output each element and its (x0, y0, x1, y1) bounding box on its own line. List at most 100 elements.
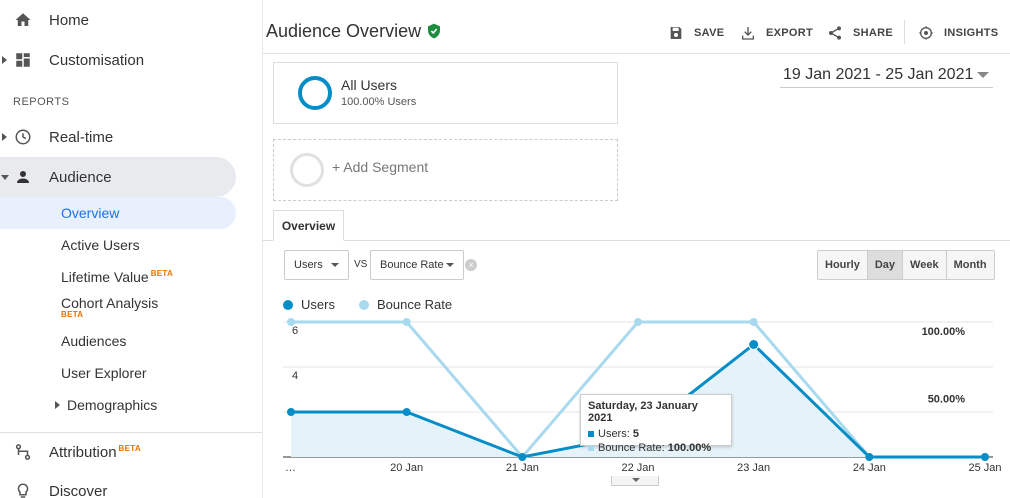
page-title: Audience Overview (266, 21, 422, 41)
legend-label: Bounce Rate (376, 297, 453, 312)
sidebar-subitem-active-users[interactable]: Active Users (61, 237, 140, 253)
tooltip-swatch-users (588, 431, 594, 437)
sidebar: Home Customisation REPORTS Real-time Aud… (0, 0, 262, 498)
save-icon (670, 27, 682, 39)
segment-all-users[interactable]: All Users 100.00% Users (273, 62, 618, 124)
sidebar-divider (0, 432, 262, 433)
users-point (981, 453, 989, 461)
download-icon (742, 27, 754, 40)
legend-dot-users (283, 299, 293, 310)
users-point (402, 408, 411, 416)
share-label: SHARE (853, 27, 894, 39)
date-range-value: 19 Jan 2021 - 25 Jan 2021 (783, 66, 974, 83)
legend-item-users[interactable]: Users (283, 297, 335, 312)
share-button[interactable]: SHARE (827, 25, 893, 41)
sidebar-subitem-user-explorer[interactable]: User Explorer (61, 365, 147, 381)
tooltip-bounce-value: 100.00% (667, 442, 712, 454)
sidebar-item-label-text: Attribution (49, 443, 117, 461)
granularity-hourly-button[interactable]: Hourly (818, 251, 868, 279)
sidebar-subitem-label: Lifetime Value (61, 269, 149, 285)
verified-shield-icon (428, 23, 440, 39)
sidebar-subitem-cohort-analysis[interactable]: Cohort Analysis (61, 295, 159, 311)
home-icon (15, 13, 31, 26)
granularity-week-button[interactable]: Week (903, 251, 947, 279)
tab-overview[interactable]: Overview (273, 210, 344, 241)
toolbar-divider (904, 20, 905, 44)
person-icon (17, 171, 29, 183)
sidebar-subitem-demographics[interactable]: Demographics (55, 397, 158, 413)
chevron-down-icon (1, 174, 9, 180)
sidebar-item-label: Discover (49, 482, 108, 498)
bounce-rate-point (749, 318, 758, 326)
main-panel: Audience Overview SAVE EXPORT SHARE INSI… (262, 0, 1010, 498)
tooltip-swatch-bounce-rate (588, 445, 594, 451)
tooltip-row-users: Users: 5 (588, 427, 724, 441)
insights-label: INSIGHTS (944, 27, 999, 39)
metric-select-value: Users (294, 259, 323, 271)
reports-section-label: REPORTS (13, 96, 70, 108)
sidebar-subitem-audiences[interactable]: Audiences (61, 333, 127, 349)
y-tick-label-left: 6 (292, 325, 298, 337)
legend-dot-bounce-rate (358, 299, 369, 310)
bounce-rate-point (634, 318, 642, 326)
attribution-icon (15, 444, 31, 460)
legend-item-bounce-rate[interactable]: Bounce Rate (358, 297, 453, 312)
sidebar-subitem-overview[interactable]: Overview (61, 205, 120, 221)
y-tick-label-left: 4 (292, 370, 298, 382)
granularity-toggle: Hourly Day Week Month (817, 250, 995, 280)
tooltip-bounce-label: Bounce Rate: (598, 442, 665, 454)
y-tick-label-right: 50.00% (928, 394, 966, 406)
tooltip-row-bounce-rate: Bounce Rate: 100.00% (588, 441, 724, 455)
clear-icon[interactable]: × (465, 259, 477, 271)
x-tick-label: 21 Jan (506, 462, 539, 474)
segment-name: All Users (341, 77, 398, 93)
sidebar-subitem-label: Demographics (67, 397, 158, 413)
legend-label: Users (301, 297, 335, 312)
granularity-month-button[interactable]: Month (946, 251, 994, 279)
share-icon (829, 26, 841, 40)
sidebar-subitem-lifetime-value[interactable]: Lifetime Value BETA (61, 269, 173, 285)
insights-button[interactable]: INSIGHTS (918, 25, 998, 41)
metric-select-primary[interactable]: Users (284, 250, 349, 280)
tooltip-users-label: Users: (598, 428, 630, 440)
save-button[interactable]: SAVE (668, 25, 724, 41)
granularity-day-button[interactable]: Day (867, 251, 904, 279)
users-point (287, 408, 295, 416)
x-tick-label: 25 Jan (968, 462, 1001, 474)
clock-icon (15, 129, 31, 145)
users-point (518, 453, 527, 461)
chart-expand-handle[interactable] (611, 476, 659, 486)
chart-legend: Users Bounce Rate (283, 297, 476, 312)
tooltip-users-value: 5 (632, 428, 639, 440)
dashboard-icon (16, 53, 30, 67)
export-label: EXPORT (766, 27, 814, 39)
export-button[interactable]: EXPORT (740, 25, 813, 41)
tooltip-title: Saturday, 23 January 2021 (588, 400, 698, 424)
sidebar-item-label: Attribution BETA (49, 444, 141, 461)
chevron-down-icon (632, 478, 640, 482)
segment-placeholder-icon (290, 153, 324, 187)
lightbulb-icon (17, 483, 29, 498)
chevron-down-icon (446, 263, 454, 267)
chevron-right-icon (2, 56, 7, 64)
add-segment-label: + Add Segment (332, 159, 429, 175)
beta-badge: BETA (118, 443, 141, 453)
users-point (865, 453, 874, 461)
chevron-right-icon (2, 133, 7, 141)
segment-percentage: 100.00% Users (341, 96, 417, 108)
x-tick-label: 20 Jan (390, 462, 423, 474)
date-range-picker[interactable]: 19 Jan 2021 - 25 Jan 2021 (780, 64, 993, 88)
chevron-down-icon (977, 72, 989, 78)
add-segment-button[interactable]: + Add Segment (273, 139, 618, 201)
beta-badge: BETA (61, 310, 84, 319)
x-tick-label: 22 Jan (621, 462, 654, 474)
y-tick-label-right: 100.00% (922, 326, 966, 338)
metric-select-secondary[interactable]: Bounce Rate (370, 250, 464, 280)
sidebar-item-label: Customisation (49, 51, 145, 69)
save-label: SAVE (694, 27, 725, 39)
metric-select-value: Bounce Rate (380, 259, 444, 271)
sidebar-item-label: Home (49, 11, 90, 29)
x-tick-label: … (285, 462, 296, 474)
audience-highlight (0, 157, 236, 197)
